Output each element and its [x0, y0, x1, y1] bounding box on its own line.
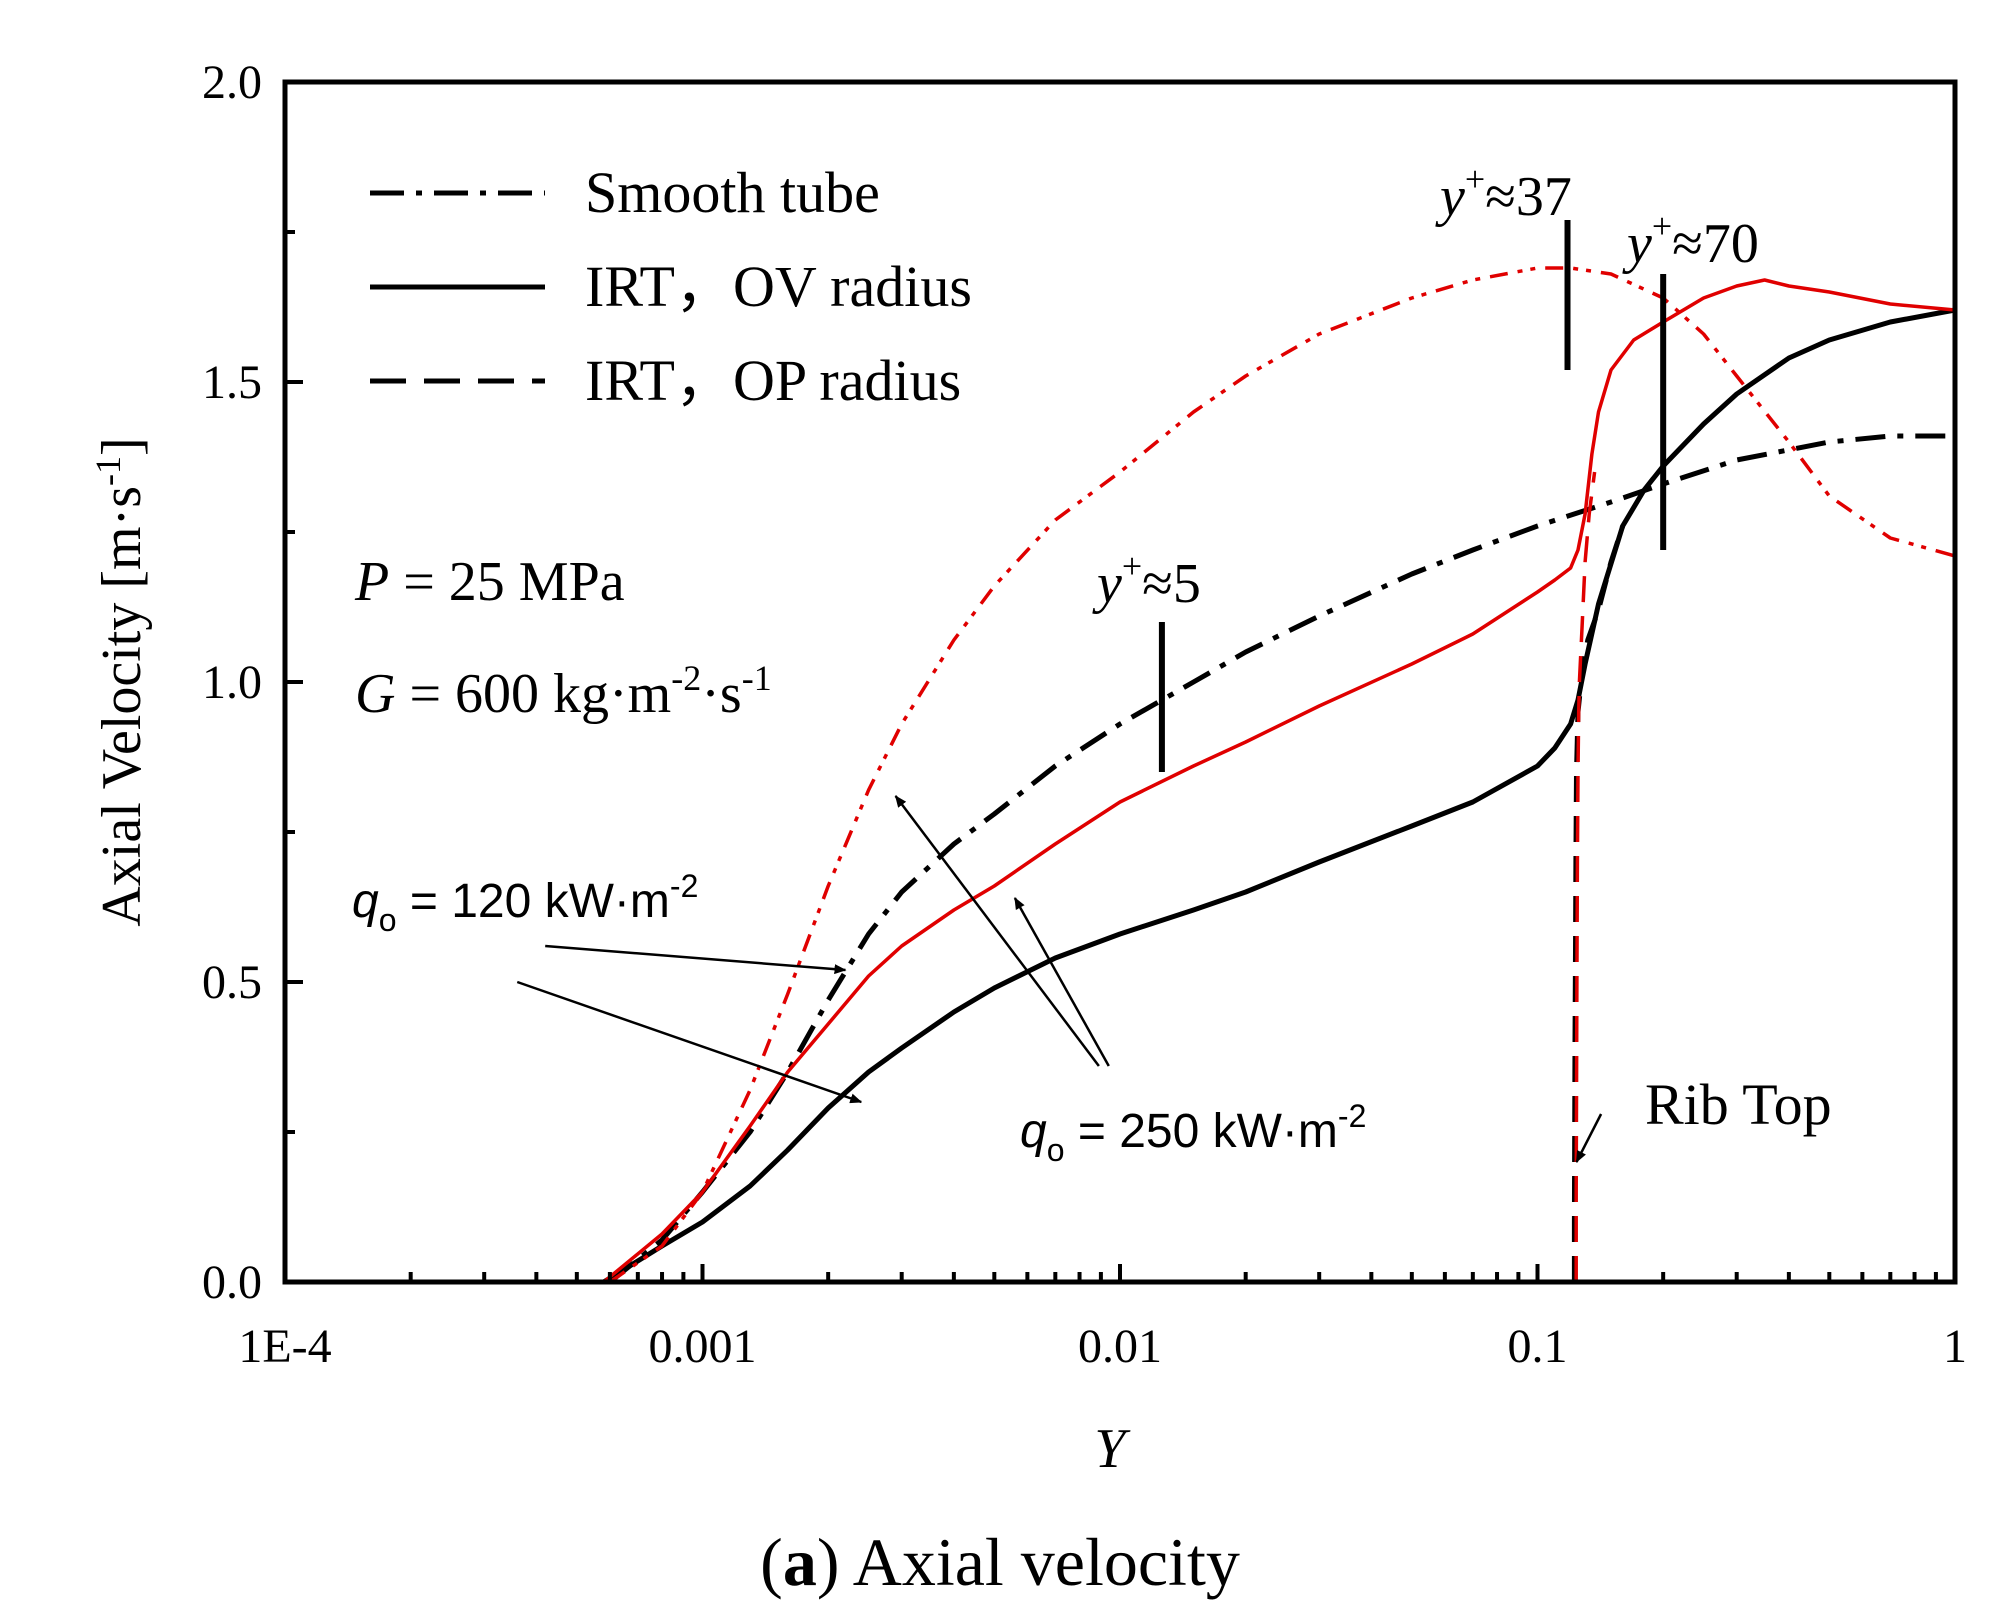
legend-label-irt-op: IRT，OP radius — [585, 348, 961, 413]
y-tick-labels: 0.0 0.5 1.0 1.5 2.0 — [202, 56, 262, 1309]
series-line-3 — [608, 266, 1956, 1284]
mass-flux-label: G = 600 kg·m-2·s-1 — [355, 658, 772, 725]
y-axis-label: Axial Velocity [m·s-1] — [88, 437, 153, 926]
yplus-70-label: y+≈70 — [1622, 206, 1759, 275]
figure-caption: (a) Axial velocity — [760, 1524, 1240, 1600]
x-tick-label-4: 1 — [1943, 1320, 1967, 1373]
y-tick-label-3: 1.5 — [202, 356, 262, 409]
yplus-37-label: y+≈37 — [1435, 159, 1572, 228]
legend-label-irt-ov: IRT，OV radius — [585, 254, 972, 319]
annotation-arrow-2 — [894, 795, 1100, 1067]
y-tick-label-4: 2.0 — [202, 56, 262, 109]
x-tick-label-1: 0.001 — [649, 1320, 757, 1373]
series-layer — [602, 266, 1956, 1285]
legend: Smooth tube IRT，OV radius IRT，OP radius — [370, 160, 972, 413]
pressure-label: P = 25 MPa — [354, 551, 625, 613]
axis-ticks — [283, 80, 1957, 1284]
y-tick-label-1: 0.5 — [202, 956, 262, 1009]
annotation-arrow-4 — [1575, 1113, 1603, 1163]
x-axis-label: Y — [1094, 1418, 1131, 1480]
annotation-arrows — [516, 795, 1603, 1163]
rib-top-label: Rib Top — [1645, 1072, 1832, 1137]
series-line-4 — [602, 278, 1956, 1284]
x-tick-label-3: 0.1 — [1508, 1320, 1568, 1373]
annotation-arrow-3 — [1013, 897, 1110, 1067]
x-tick-label-0: 1E-4 — [238, 1320, 331, 1373]
series-line-5 — [1574, 471, 1597, 1282]
annotation-arrow-0 — [545, 944, 847, 975]
yplus-marks — [1158, 220, 1667, 772]
x-tick-label-2: 0.01 — [1078, 1320, 1162, 1373]
series-line-1 — [602, 307, 1956, 1285]
y-tick-label-2: 1.0 — [202, 656, 262, 709]
annotation-arrow-1 — [516, 980, 863, 1104]
x-tick-labels: 1E-4 0.001 0.01 0.1 1 — [238, 1320, 1967, 1373]
y-tick-label-0: 0.0 — [202, 1256, 262, 1309]
legend-label-smooth-tube: Smooth tube — [585, 160, 880, 225]
yplus-5-label: y+≈5 — [1092, 546, 1201, 615]
heat-flux-250-label: qo = 250 kW·m-2 — [1020, 1098, 1366, 1168]
heat-flux-120-label: qo = 120 kW·m-2 — [352, 868, 698, 938]
